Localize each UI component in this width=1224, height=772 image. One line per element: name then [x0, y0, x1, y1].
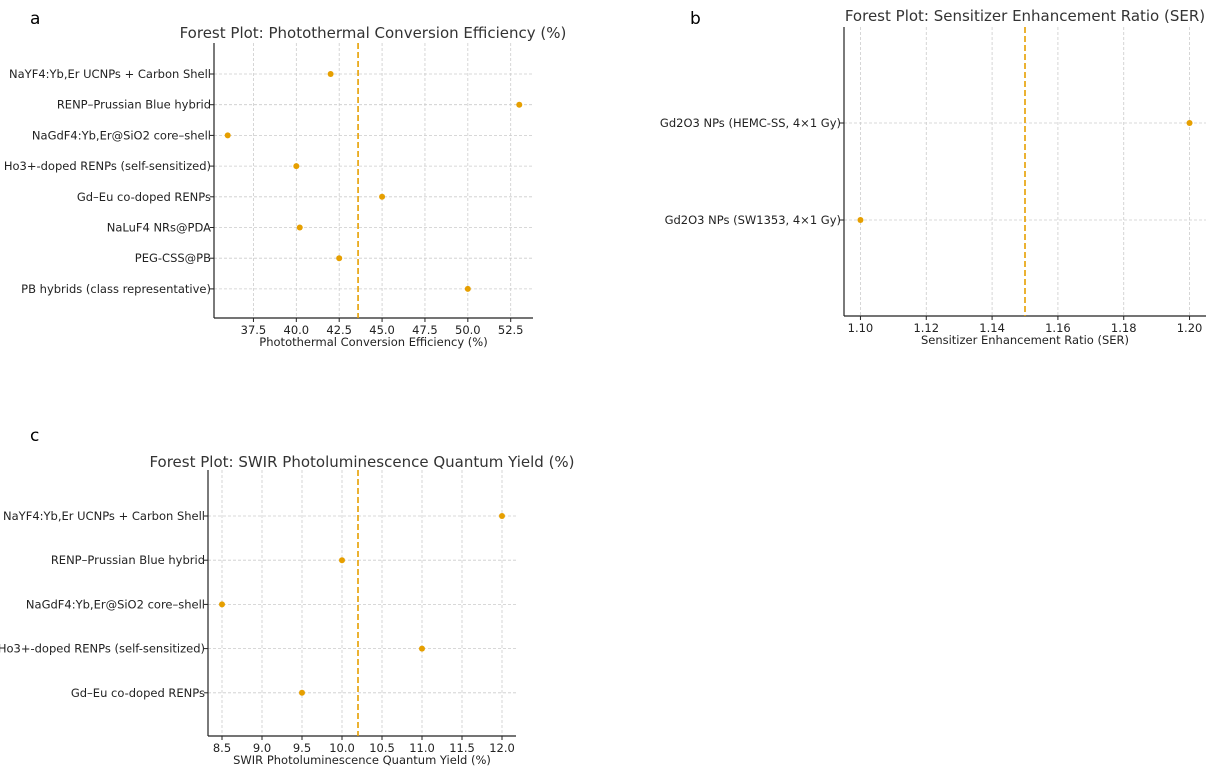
panel-b-xtick-label-5: 1.20 [1177, 321, 1203, 335]
panel-c-category-label-1: RENP–Prussian Blue hybrid [51, 553, 205, 567]
panel-a-category-label-0: NaYF4:Yb,Er UCNPs + Carbon Shell [9, 67, 211, 81]
panel-c-xtick-label-6: 11.5 [449, 741, 475, 755]
panel-c-xtick-label-4: 10.5 [369, 741, 395, 755]
panel-b-point-1 [857, 217, 864, 223]
panel-c-plot: 8.5 9.0 9.5 10.0 10.5 11.0 11.5 12.0 NaYF4:Yb,Er… [0, 453, 575, 767]
panel-b-xtick-label-2: 1.14 [979, 321, 1005, 335]
panel-b-letter: b [690, 9, 701, 29]
panel-a-category-label-7: PB hybrids (class representative) [21, 282, 211, 296]
panel-a-xtick-label-0: 37.5 [241, 323, 267, 337]
panel-c-xlabel: SWIR Photoluminescence Quantum Yield (%) [233, 753, 491, 767]
panel-c-point-4 [299, 689, 305, 696]
panel-b-category-label-0: Gd2O3 NPs (HEMC-SS, 4×1 Gy) [660, 116, 841, 130]
panel-b-xtick-label-3: 1.16 [1045, 321, 1071, 335]
panel-a-plot: 37.5 40.0 42.5 45.0 47.5 50.0 52.5 NaYF4:Yb,Er … [4, 24, 567, 349]
panel-b-title: Forest Plot: Sensitizer Enhancement Rati… [845, 7, 1205, 25]
panel-c-xtick-label-7: 12.0 [489, 741, 515, 755]
panel-b-xtick-label-0: 1.10 [848, 321, 874, 335]
panel-a-xtick-label-3: 45.0 [369, 323, 395, 337]
panel-a-category-label-1: RENP–Prussian Blue hybrid [57, 98, 211, 112]
panel-c-letter: c [30, 426, 39, 446]
panel-a-category-label-3: Ho3+-doped RENPs (self-sensitized) [4, 159, 211, 173]
panel-c-point-0 [499, 513, 505, 519]
panel-a-category-label-2: NaGdF4:Yb,Er@SiO2 core–shell [32, 128, 211, 142]
panel-c-category-label-0: NaYF4:Yb,Er UCNPs + Carbon Shell [3, 509, 205, 523]
panel-a-point-2 [224, 132, 231, 139]
panel-c-title: Forest Plot: SWIR Photoluminescence Quan… [149, 453, 574, 471]
panel-c-xtick-label-0: 8.5 [213, 741, 231, 755]
panel-b-xtick-label-1: 1.12 [913, 321, 939, 335]
panel-a-xtick-label-2: 42.5 [326, 323, 352, 337]
panel-a-point-3 [293, 163, 300, 170]
panel-a-title: Forest Plot: Photothermal Conversion Eff… [180, 24, 567, 42]
panel-a-category-label-5: NaLuF4 NRs@PDA [107, 221, 211, 235]
panel-c-point-3 [419, 645, 425, 652]
panel-a-xtick-label-4: 47.5 [412, 323, 438, 337]
panel-c-category-label-4: Gd–Eu co-doped RENPs [71, 686, 205, 700]
panel-a-point-4 [379, 193, 386, 200]
panel-a-letter: a [30, 9, 40, 29]
panel-c-xtick-label-2: 9.5 [293, 741, 311, 755]
panel-b-plot: 1.10 1.12 1.14 1.16 1.18 1.20 Gd2O3 NPs (HEMC-… [660, 7, 1206, 347]
panel-b-xtick-label-4: 1.18 [1111, 321, 1137, 335]
panel-a-point-7 [464, 285, 471, 292]
panel-c-category-label-2: NaGdF4:Yb,Er@SiO2 core–shell [26, 597, 205, 611]
panel-c-category-label-3: Ho3+-doped RENPs (self-sensitized) [0, 642, 205, 656]
panel-b-point-0 [1186, 120, 1193, 126]
panel-a-xtick-label-6: 52.5 [498, 323, 524, 337]
panel-a-xtick-label-5: 50.0 [455, 323, 481, 337]
panel-a-xtick-label-1: 40.0 [284, 323, 310, 337]
panel-c-point-2 [219, 601, 225, 608]
panel-a-point-1 [516, 101, 523, 108]
panel-a-point-6 [336, 255, 343, 262]
panel-a-category-label-6: PEG-CSS@PB [135, 251, 211, 265]
panel-a-category-label-4: Gd–Eu co-doped RENPs [77, 190, 211, 204]
panel-a-xlabel: Photothermal Conversion Efficiency (%) [259, 335, 487, 349]
panel-b-category-label-1: Gd2O3 NPs (SW1353, 4×1 Gy) [665, 213, 841, 227]
panel-a-point-5 [296, 224, 303, 231]
panel-c-xtick-label-1: 9.0 [253, 741, 271, 755]
panel-a-point-0 [327, 71, 334, 77]
panel-b-xlabel: Sensitizer Enhancement Ratio (SER) [921, 333, 1129, 347]
panel-c-point-1 [339, 557, 345, 564]
panel-c-xtick-label-5: 11.0 [409, 741, 435, 755]
panel-c-xtick-label-3: 10.0 [329, 741, 355, 755]
